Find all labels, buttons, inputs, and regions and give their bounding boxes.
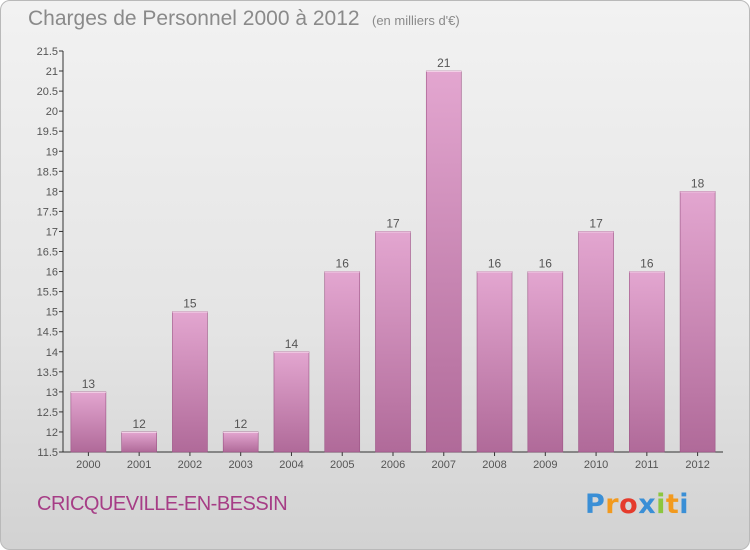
logo-letter: x (638, 489, 657, 520)
y-tick-label: 17.5 (37, 206, 58, 218)
logo-letter: o (619, 489, 639, 520)
data-label-2004: 14 (285, 337, 299, 351)
y-tick-label: 18.5 (37, 166, 58, 178)
bar-2008 (476, 271, 513, 453)
logo-letter: i (656, 489, 666, 520)
data-label-2000: 13 (82, 377, 96, 391)
bar-2011 (629, 271, 665, 453)
bars (70, 70, 716, 453)
bar-2001 (121, 431, 157, 453)
logo-letter: r (605, 489, 620, 520)
y-tick-label: 16 (46, 267, 58, 279)
bar-2005 (324, 271, 361, 453)
y-tick-label: 15.5 (37, 287, 58, 299)
chart-subtitle: (en milliers d'€) (372, 13, 460, 28)
x-tick-label: 2010 (584, 459, 608, 471)
logo-letter: i (679, 489, 690, 520)
bar-2006 (375, 231, 411, 453)
logo-letter: P (585, 489, 606, 520)
bar-2000 (70, 391, 107, 453)
bar-2002 (172, 311, 208, 453)
x-tick-label: 2007 (432, 459, 456, 471)
y-tick-label: 13 (46, 387, 58, 399)
x-tick-label: 2005 (330, 459, 354, 471)
bar-2009 (527, 271, 564, 453)
y-tick-label: 15 (46, 307, 58, 319)
x-tick-label: 2012 (685, 459, 709, 471)
x-tick-label: 2009 (533, 459, 557, 471)
y-tick-label: 21.5 (37, 46, 58, 58)
data-label-2006: 17 (386, 216, 400, 230)
data-labels: 13 12 15 12 14 16 17 21 16 16 17 16 18 (82, 56, 705, 431)
y-tick-label: 19.5 (37, 126, 58, 138)
y-tick-label: 18 (46, 186, 58, 198)
y-tick-label: 14.5 (37, 327, 58, 339)
x-tick-label: 2000 (76, 459, 100, 471)
bar-2004 (273, 351, 310, 453)
data-label-2007: 21 (437, 56, 451, 70)
data-label-2003: 12 (234, 417, 248, 431)
x-tick-label: 2004 (279, 459, 303, 471)
x-tick-label: 2003 (228, 459, 252, 471)
y-tick-label: 16.5 (37, 247, 58, 259)
x-tick-label: 2011 (635, 459, 659, 471)
town-name: CRICQUEVILLE-EN-BESSIN (37, 493, 288, 515)
y-tick-label: 17 (46, 226, 58, 238)
proxiti-logo[interactable]: Proxiti (585, 489, 689, 520)
y-tick-label: 20 (46, 106, 58, 118)
x-tick-label: 2008 (482, 459, 506, 471)
x-tick-label: 2001 (127, 459, 151, 471)
y-tick-label: 21 (46, 66, 58, 78)
y-tick-label: 12.5 (37, 407, 58, 419)
y-tick-label: 14 (46, 347, 58, 359)
y-tick-label: 19 (46, 146, 58, 158)
y-tick-label: 12 (46, 427, 58, 439)
data-label-2001: 12 (132, 417, 146, 431)
bar-2012 (679, 191, 716, 453)
x-axis: 2000 2001 2002 2003 2004 2005 2006 2007 2008 2009… (63, 451, 723, 471)
chart-title: Charges de Personnel 2000 à 2012 (28, 7, 360, 30)
logo-letter: t (665, 489, 680, 520)
data-label-2005: 16 (336, 257, 350, 271)
data-label-2011: 16 (640, 257, 654, 271)
data-label-2010: 17 (589, 216, 603, 230)
bar-2010 (578, 231, 614, 453)
x-tick-label: 2006 (381, 459, 405, 471)
y-tick-label: 11.5 (37, 447, 58, 459)
bar-2007 (425, 70, 462, 453)
data-label-2009: 16 (539, 257, 553, 271)
y-tick-label: 13.5 (37, 367, 58, 379)
data-label-2002: 15 (183, 297, 197, 311)
bar-2003 (222, 431, 259, 453)
y-axis: 11.5 12 12.5 13 13.5 14 14.5 15 15.5 16 16.5 17 17.5… (37, 46, 64, 459)
data-label-2012: 18 (691, 176, 705, 190)
data-label-2008: 16 (488, 257, 502, 271)
x-tick-label: 2002 (178, 459, 202, 471)
y-tick-label: 20.5 (37, 86, 58, 98)
